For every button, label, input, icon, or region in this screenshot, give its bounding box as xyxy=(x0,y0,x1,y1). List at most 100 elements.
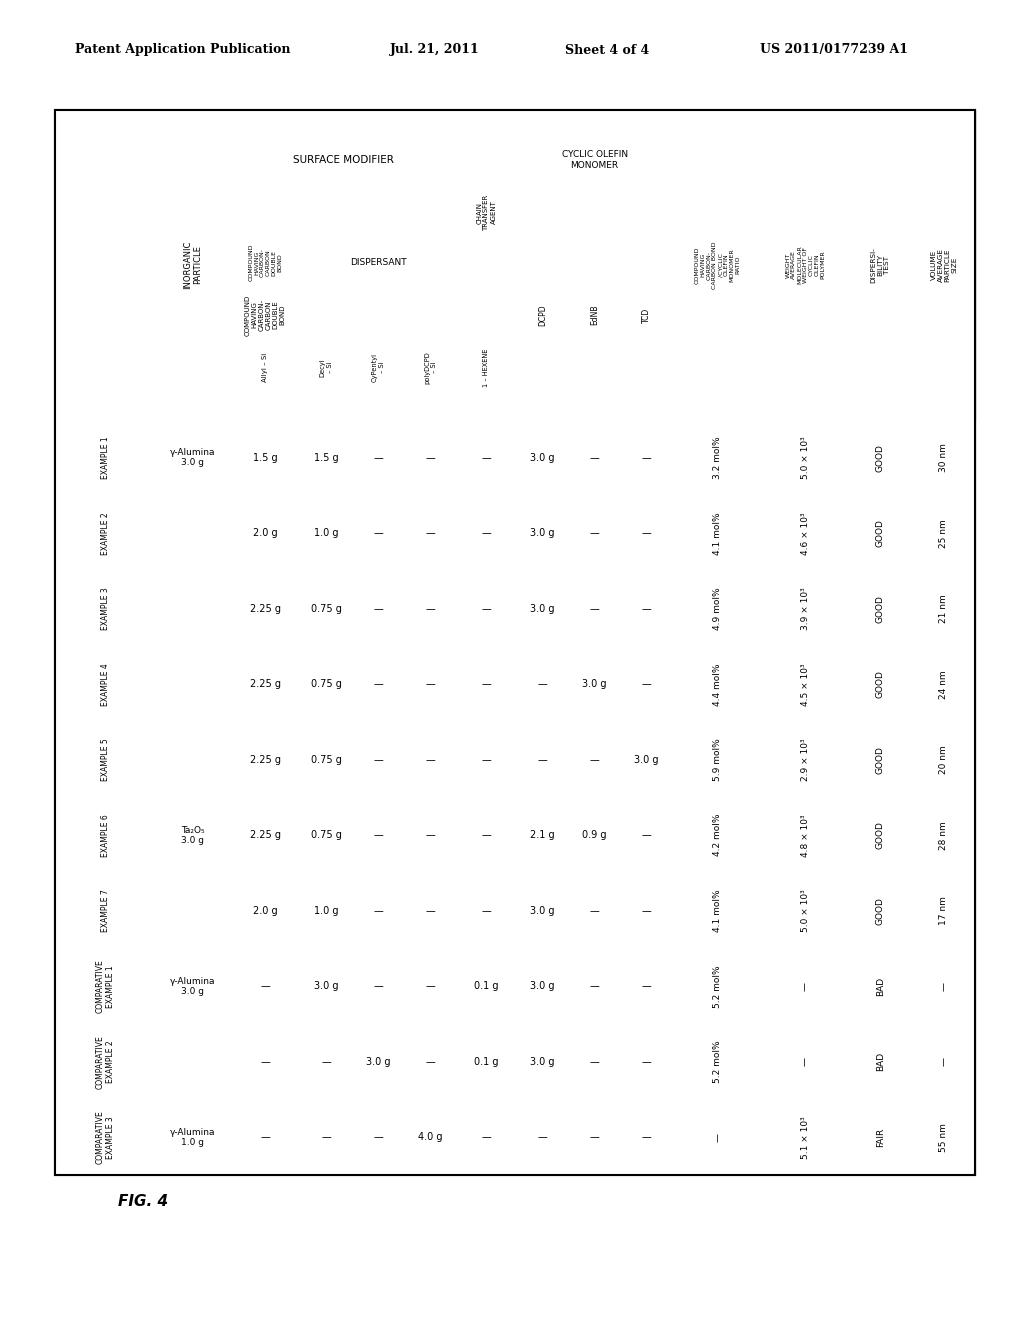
Text: DISPERSI-
BILITY
TEST: DISPERSI- BILITY TEST xyxy=(870,247,891,282)
Text: 4.6 × 10³: 4.6 × 10³ xyxy=(801,512,810,554)
Text: —: — xyxy=(590,1057,599,1067)
Text: 55 nm: 55 nm xyxy=(939,1123,948,1151)
Text: DCPD: DCPD xyxy=(538,304,547,326)
Text: 3.0 g: 3.0 g xyxy=(530,906,555,916)
Text: —: — xyxy=(481,680,492,689)
Text: WEIGHT
AVERAGE
MOLECULAR
WEIGHT OF
CYCLIC
OLEFIN
POLYMER: WEIGHT AVERAGE MOLECULAR WEIGHT OF CYCLI… xyxy=(785,246,825,284)
Bar xyxy=(568,210,621,420)
Bar xyxy=(352,315,404,420)
Text: GOOD: GOOD xyxy=(876,821,885,849)
Text: 3.0 g: 3.0 g xyxy=(530,603,555,614)
Text: —: — xyxy=(426,528,435,539)
Text: SURFACE MODIFIER: SURFACE MODIFIER xyxy=(293,154,394,165)
Text: GOOD: GOOD xyxy=(876,896,885,925)
Text: 4.8 × 10³: 4.8 × 10³ xyxy=(801,814,810,857)
Bar xyxy=(673,110,763,420)
Text: —: — xyxy=(260,1133,270,1142)
Text: γ-Alumina
3.0 g: γ-Alumina 3.0 g xyxy=(170,447,215,467)
Bar xyxy=(230,110,457,210)
Text: —: — xyxy=(642,1057,651,1067)
Text: —: — xyxy=(590,528,599,539)
Text: polyDCPD
– Si: polyDCPD – Si xyxy=(424,351,437,384)
Text: 3.2 mol%: 3.2 mol% xyxy=(714,437,722,479)
Text: US 2011/0177239 A1: US 2011/0177239 A1 xyxy=(760,44,908,57)
Text: DISPERSANT: DISPERSANT xyxy=(350,257,407,267)
Text: —: — xyxy=(939,1057,948,1067)
Text: —: — xyxy=(642,680,651,689)
Bar xyxy=(230,315,300,420)
Text: 2.1 g: 2.1 g xyxy=(530,830,555,841)
Text: 4.2 mol%: 4.2 mol% xyxy=(714,814,722,857)
Bar xyxy=(457,110,516,420)
Text: 4.4 mol%: 4.4 mol% xyxy=(714,663,722,705)
Text: 1.5 g: 1.5 g xyxy=(314,453,339,463)
Text: EXAMPLE 1: EXAMPLE 1 xyxy=(100,437,110,479)
Text: 5.1 × 10³: 5.1 × 10³ xyxy=(801,1115,810,1159)
Text: 28 nm: 28 nm xyxy=(939,821,948,850)
Text: EXAMPLE 5: EXAMPLE 5 xyxy=(100,738,110,781)
Text: 3.9 × 10³: 3.9 × 10³ xyxy=(801,587,810,630)
Text: GOOD: GOOD xyxy=(876,444,885,471)
Text: EXAMPLE 6: EXAMPLE 6 xyxy=(100,814,110,857)
Bar xyxy=(300,315,352,420)
Text: —: — xyxy=(260,981,270,991)
Text: —: — xyxy=(374,680,383,689)
Text: 3.0 g: 3.0 g xyxy=(635,755,658,764)
Text: COMPARATIVE
EXAMPLE 3: COMPARATIVE EXAMPLE 3 xyxy=(95,1110,115,1164)
Text: 3.0 g: 3.0 g xyxy=(530,1057,555,1067)
Text: 5.2 mol%: 5.2 mol% xyxy=(714,1040,722,1084)
Text: —: — xyxy=(590,906,599,916)
Text: —: — xyxy=(374,603,383,614)
Text: —: — xyxy=(590,1133,599,1142)
Text: Allyl – Si: Allyl – Si xyxy=(262,352,268,381)
Text: —: — xyxy=(481,603,492,614)
Text: —: — xyxy=(374,830,383,841)
Text: 3.0 g: 3.0 g xyxy=(530,453,555,463)
Text: —: — xyxy=(590,981,599,991)
Bar xyxy=(913,110,975,420)
Text: —: — xyxy=(374,453,383,463)
Text: COMPOUND
HAVING
CARBON-
CARBON BOND
/CYCLIC
OLEFIN
MONOMER
RATIO: COMPOUND HAVING CARBON- CARBON BOND /CYC… xyxy=(695,242,740,289)
Text: 5.9 mol%: 5.9 mol% xyxy=(714,738,722,781)
Text: —: — xyxy=(714,1133,722,1142)
Text: GOOD: GOOD xyxy=(876,595,885,623)
Text: —: — xyxy=(374,981,383,991)
Text: 4.1 mol%: 4.1 mol% xyxy=(714,890,722,932)
Text: —: — xyxy=(538,755,548,764)
Text: —: — xyxy=(481,528,492,539)
Text: —: — xyxy=(801,1057,810,1067)
Text: —: — xyxy=(374,1133,383,1142)
Text: COMPARATIVE
EXAMPLE 1: COMPARATIVE EXAMPLE 1 xyxy=(95,960,115,1014)
Text: CyPentyl
– Si: CyPentyl – Si xyxy=(372,352,385,381)
Text: —: — xyxy=(322,1133,331,1142)
Text: 0.75 g: 0.75 g xyxy=(311,755,342,764)
Text: 17 nm: 17 nm xyxy=(939,896,948,925)
Text: Jul. 21, 2011: Jul. 21, 2011 xyxy=(390,44,480,57)
Text: —: — xyxy=(642,453,651,463)
Bar xyxy=(621,210,673,420)
Text: —: — xyxy=(642,830,651,841)
Text: 3.0 g: 3.0 g xyxy=(367,1057,390,1067)
Text: γ-Alumina
3.0 g: γ-Alumina 3.0 g xyxy=(170,977,215,997)
Text: 1.0 g: 1.0 g xyxy=(314,528,339,539)
Text: EXAMPLE 2: EXAMPLE 2 xyxy=(100,512,110,554)
Bar xyxy=(155,110,230,420)
Text: —: — xyxy=(642,981,651,991)
Text: COMPOUND
HAVING
CARBON-
CARBON
DOUBLE
BOND: COMPOUND HAVING CARBON- CARBON DOUBLE BO… xyxy=(245,294,286,335)
Bar xyxy=(55,110,975,1175)
Text: 0.75 g: 0.75 g xyxy=(311,603,342,614)
Text: 0.1 g: 0.1 g xyxy=(474,1057,499,1067)
Text: Sheet 4 of 4: Sheet 4 of 4 xyxy=(565,44,649,57)
Text: 2.25 g: 2.25 g xyxy=(250,830,281,841)
Text: —: — xyxy=(801,982,810,991)
Text: 4.5 × 10³: 4.5 × 10³ xyxy=(801,663,810,706)
Text: GOOD: GOOD xyxy=(876,746,885,774)
Text: 3.0 g: 3.0 g xyxy=(314,981,339,991)
Text: EXAMPLE 4: EXAMPLE 4 xyxy=(100,663,110,706)
Text: COMPARATIVE
EXAMPLE 2: COMPARATIVE EXAMPLE 2 xyxy=(95,1035,115,1089)
Text: 5.2 mol%: 5.2 mol% xyxy=(714,965,722,1007)
Text: —: — xyxy=(538,680,548,689)
Text: —: — xyxy=(481,755,492,764)
Text: —: — xyxy=(642,528,651,539)
Text: 0.1 g: 0.1 g xyxy=(474,981,499,991)
